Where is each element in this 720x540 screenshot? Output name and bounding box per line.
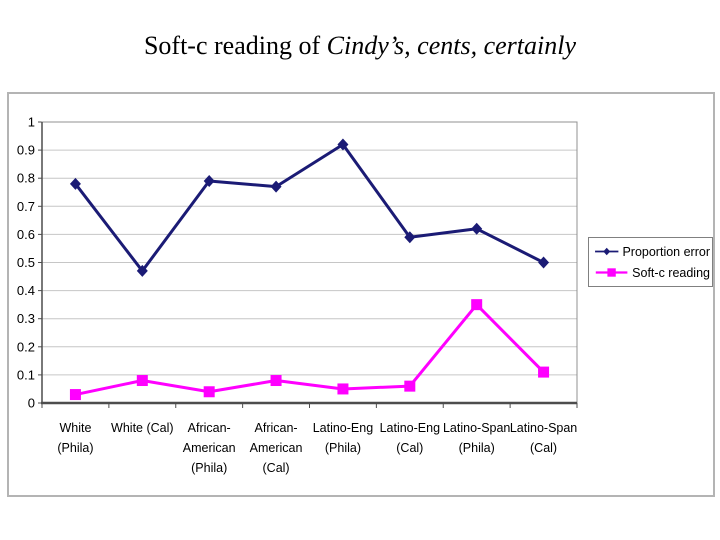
legend-label: Proportion error — [622, 244, 710, 259]
data-point-diamond — [203, 175, 215, 188]
y-tick-label: 0.9 — [17, 143, 35, 158]
legend-item-proportion-error: Proportion error — [593, 241, 710, 262]
legend-label: Soft-c reading — [632, 265, 710, 280]
title-italic-text: Cindy’s, cents, certainly — [326, 31, 577, 60]
data-point-square — [337, 383, 349, 395]
y-tick-label: 1 — [28, 115, 35, 130]
data-point-square — [69, 389, 81, 401]
line-chart: 0 0.1 0.2 0.3 0.4 0.5 0.6 0.7 0.8 0.9 1 White (Phila… — [17, 115, 578, 475]
chart-legend: Proportion error Soft-c reading — [588, 237, 713, 287]
y-tick-label: 0.8 — [17, 171, 35, 186]
data-point-square — [538, 366, 550, 378]
x-category-label: Latino-Span (Cal) — [510, 421, 577, 455]
y-tick-label: 0.2 — [17, 339, 35, 354]
x-category-label: Latino-Span (Phila) — [443, 421, 510, 455]
y-tick-label: 0.1 — [17, 367, 35, 382]
data-point-diamond — [404, 231, 416, 244]
square-marker-icon — [595, 268, 628, 277]
data-point-diamond — [69, 177, 81, 190]
data-point-diamond — [270, 180, 282, 193]
data-point-diamond — [471, 222, 483, 235]
data-point-diamond — [538, 256, 550, 269]
chart-container: 0 0.1 0.2 0.3 0.4 0.5 0.6 0.7 0.8 0.9 1 White (Phila… — [7, 92, 715, 497]
data-point-square — [404, 380, 416, 392]
y-tick-label: 0.6 — [17, 227, 35, 242]
y-tick-label: 0.4 — [17, 283, 35, 298]
series-line-1 — [75, 303, 545, 397]
x-category-label: White (Cal) — [111, 421, 174, 435]
y-tick-label: 0.5 — [17, 255, 35, 270]
data-point-square — [203, 386, 215, 398]
x-category-label: African-American (Phila) — [183, 421, 236, 475]
y-tick-label: 0.3 — [17, 311, 35, 326]
data-point-diamond — [337, 138, 349, 151]
series-line-0 — [74, 142, 545, 273]
page-title: Soft-c reading of Cindy’s, cents, certai… — [0, 31, 720, 61]
data-point-square — [136, 375, 148, 387]
x-category-label: White (Phila) — [57, 421, 93, 455]
diamond-marker-icon — [595, 247, 619, 256]
data-point-square — [471, 299, 483, 311]
data-point-square — [270, 375, 282, 387]
legend-item-soft-c-reading: Soft-c reading — [593, 262, 710, 283]
x-category-label: Latino-Eng (Cal) — [380, 421, 441, 455]
title-regular-text: Soft-c reading of — [143, 31, 327, 60]
y-tick-label: 0 — [28, 396, 35, 411]
data-point-diamond — [136, 264, 148, 277]
x-category-label: African-American (Cal) — [250, 421, 303, 475]
y-tick-label: 0.7 — [17, 199, 35, 214]
x-category-label: Latino-Eng (Phila) — [313, 421, 374, 455]
